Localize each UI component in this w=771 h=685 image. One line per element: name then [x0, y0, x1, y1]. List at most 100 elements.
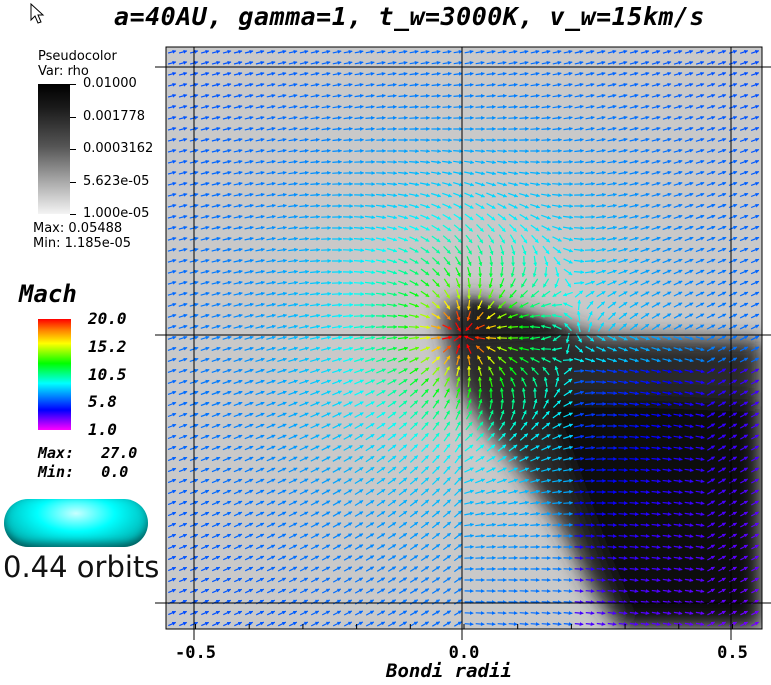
velocity-arrow	[530, 622, 540, 626]
velocity-arrow	[541, 104, 551, 109]
velocity-arrow	[574, 490, 585, 494]
velocity-arrow	[629, 446, 639, 450]
velocity-arrow	[255, 82, 265, 87]
velocity-arrow	[486, 93, 496, 98]
velocity-arrow	[354, 149, 364, 153]
velocity-arrow	[420, 60, 430, 65]
velocity-arrow	[497, 622, 507, 626]
velocity-arrow	[244, 137, 254, 142]
velocity-arrow	[233, 104, 243, 109]
velocity-arrow	[332, 137, 342, 142]
velocity-arrow	[584, 258, 596, 263]
velocity-arrow	[178, 82, 188, 87]
velocity-arrow	[651, 126, 661, 131]
velocity-arrow	[673, 60, 683, 65]
velocity-arrow	[618, 60, 628, 65]
velocity-arrow	[420, 149, 431, 153]
velocity-arrow	[222, 82, 232, 87]
velocity-arrow	[332, 71, 342, 76]
velocity-arrow	[431, 105, 441, 109]
velocity-arrow	[684, 82, 694, 87]
velocity-arrow	[453, 71, 463, 76]
velocity-arrow	[464, 60, 474, 65]
velocity-arrow	[607, 71, 617, 76]
velocity-arrow	[332, 49, 342, 54]
velocity-arrow	[629, 490, 639, 494]
velocity-arrow	[739, 71, 749, 76]
velocity-arrow	[530, 60, 540, 65]
velocity-arrow	[442, 105, 452, 109]
velocity-arrow	[321, 126, 331, 131]
velocity-arrow	[343, 49, 353, 54]
velocity-arrow	[365, 82, 375, 87]
velocity-arrow	[751, 72, 760, 76]
velocity-arrow	[563, 204, 574, 209]
velocity-arrow	[607, 82, 617, 87]
velocity-arrow	[255, 126, 265, 131]
velocity-arrow	[562, 357, 574, 362]
velocity-arrow	[740, 50, 749, 54]
velocity-arrow	[497, 149, 508, 153]
velocity-arrow	[398, 60, 408, 65]
density-tick-label: 0.01000	[83, 76, 137, 91]
velocity-arrow	[178, 60, 188, 65]
velocity-arrow	[288, 49, 298, 54]
velocity-arrow	[211, 49, 221, 54]
velocity-arrow	[706, 60, 716, 65]
velocity-arrow	[585, 622, 595, 626]
velocity-arrow	[332, 104, 342, 109]
velocity-arrow	[409, 104, 419, 109]
velocity-arrow	[178, 104, 188, 109]
velocity-arrow	[574, 137, 584, 142]
velocity-arrow	[684, 93, 694, 98]
velocity-arrow	[431, 149, 442, 154]
velocity-arrow	[277, 82, 287, 87]
velocity-arrow	[618, 578, 628, 582]
velocity-arrow	[684, 115, 694, 120]
velocity-arrow	[563, 589, 573, 593]
velocity-arrow	[640, 446, 650, 451]
velocity-arrow	[431, 93, 441, 98]
velocity-arrow	[211, 82, 221, 87]
velocity-arrow	[200, 126, 210, 131]
velocity-arrow	[596, 600, 606, 604]
velocity-arrow	[585, 82, 595, 87]
velocity-arrow	[200, 137, 210, 142]
velocity-arrow	[343, 137, 353, 142]
velocity-arrow	[596, 60, 606, 65]
velocity-arrow	[695, 71, 705, 76]
velocity-arrow	[343, 93, 353, 98]
velocity-arrow	[751, 50, 760, 54]
velocity-arrow	[750, 93, 760, 98]
velocity-arrow	[354, 126, 364, 131]
density-legend-title: Pseudocolor	[38, 49, 117, 64]
velocity-arrow	[618, 82, 628, 87]
velocity-arrow	[541, 115, 551, 120]
velocity-arrow	[640, 115, 650, 120]
x-tick-label: 0.5	[717, 643, 748, 663]
velocity-arrow	[233, 93, 243, 98]
velocity-arrow	[288, 137, 298, 142]
velocity-arrow	[607, 600, 617, 604]
density-wake-core	[468, 300, 575, 340]
velocity-arrow	[497, 93, 507, 98]
velocity-arrow	[398, 49, 408, 54]
velocity-arrow	[211, 71, 221, 76]
mach-min: Min: 0.0	[38, 463, 129, 481]
velocity-arrow	[365, 71, 375, 76]
velocity-arrow	[376, 182, 387, 187]
velocity-arrow	[563, 104, 573, 109]
velocity-arrow	[211, 115, 221, 120]
velocity-arrow	[211, 60, 221, 65]
velocity-arrow	[255, 60, 265, 65]
velocity-arrow	[673, 115, 683, 120]
velocity-arrow	[288, 104, 298, 109]
velocity-arrow	[222, 60, 232, 65]
velocity-arrow	[409, 93, 419, 98]
velocity-arrow	[486, 71, 496, 76]
velocity-arrow	[310, 137, 320, 142]
velocity-arrow	[618, 534, 628, 538]
density-legend-var: Var: rho	[38, 64, 89, 79]
velocity-arrow	[662, 71, 672, 76]
velocity-arrow	[299, 137, 309, 142]
